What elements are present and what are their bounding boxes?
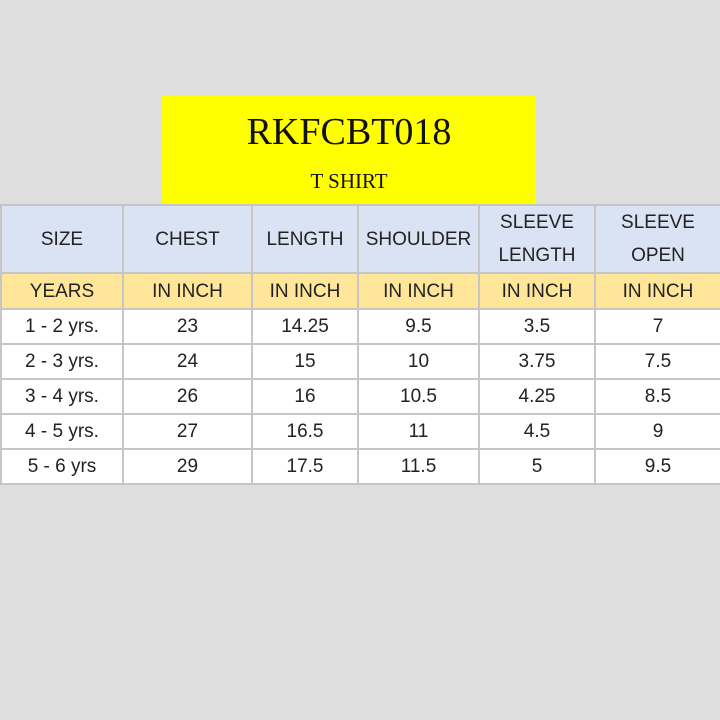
table-cell: 4.25 xyxy=(478,378,596,415)
table-row: 4 - 5 yrs. 27 16.5 11 4.5 9 xyxy=(0,413,720,450)
table-cell: 2 - 3 yrs. xyxy=(0,343,124,380)
product-code: RKFCBT018 xyxy=(246,111,452,153)
unit-cell: IN INCH xyxy=(122,272,253,310)
table-cell: 9 xyxy=(594,413,720,450)
product-type: T SHIRT xyxy=(310,169,388,193)
table-row: 2 - 3 yrs. 24 15 10 3.75 7.5 xyxy=(0,343,720,380)
table-cell: 11 xyxy=(357,413,480,450)
table-cell: 16 xyxy=(251,378,359,415)
header-length: LENGTH xyxy=(251,204,359,274)
header-size: SIZE xyxy=(0,204,124,274)
table-cell: 3.5 xyxy=(478,308,596,345)
table-cell: 8.5 xyxy=(594,378,720,415)
table-cell: 9.5 xyxy=(357,308,480,345)
table-cell: 26 xyxy=(122,378,253,415)
table-row: 3 - 4 yrs. 26 16 10.5 4.25 8.5 xyxy=(0,378,720,415)
table-cell: 5 xyxy=(478,448,596,485)
table-cell: 10 xyxy=(357,343,480,380)
unit-row: YEARS IN INCH IN INCH IN INCH IN INCH IN… xyxy=(0,272,720,310)
header-row: SIZE CHEST LENGTH SHOULDER SLEEVE LENGTH… xyxy=(0,204,720,274)
header-sleeve-length: SLEEVE LENGTH xyxy=(478,204,596,274)
header-chest: CHEST xyxy=(122,204,253,274)
title-banner: RKFCBT018 T SHIRT xyxy=(162,96,536,204)
table-cell: 23 xyxy=(122,308,253,345)
unit-cell: IN INCH xyxy=(357,272,480,310)
unit-cell: YEARS xyxy=(0,272,124,310)
header-sleeve-open: SLEEVE OPEN xyxy=(594,204,720,274)
table-row: 1 - 2 yrs. 23 14.25 9.5 3.5 7 xyxy=(0,308,720,345)
table-cell: 3.75 xyxy=(478,343,596,380)
table-cell: 24 xyxy=(122,343,253,380)
table-cell: 16.5 xyxy=(251,413,359,450)
table-cell: 11.5 xyxy=(357,448,480,485)
table-cell: 29 xyxy=(122,448,253,485)
table-cell: 4 - 5 yrs. xyxy=(0,413,124,450)
table-cell: 5 - 6 yrs xyxy=(0,448,124,485)
table-cell: 27 xyxy=(122,413,253,450)
table-cell: 17.5 xyxy=(251,448,359,485)
table-cell: 4.5 xyxy=(478,413,596,450)
table-cell: 9.5 xyxy=(594,448,720,485)
unit-cell: IN INCH xyxy=(251,272,359,310)
table-cell: 3 - 4 yrs. xyxy=(0,378,124,415)
unit-cell: IN INCH xyxy=(478,272,596,310)
table-cell: 15 xyxy=(251,343,359,380)
unit-cell: IN INCH xyxy=(594,272,720,310)
table-row: 5 - 6 yrs 29 17.5 11.5 5 9.5 xyxy=(0,448,720,485)
table-cell: 7.5 xyxy=(594,343,720,380)
table-cell: 10.5 xyxy=(357,378,480,415)
size-chart-table: SIZE CHEST LENGTH SHOULDER SLEEVE LENGTH… xyxy=(0,204,720,485)
table-cell: 1 - 2 yrs. xyxy=(0,308,124,345)
table-cell: 7 xyxy=(594,308,720,345)
header-shoulder: SHOULDER xyxy=(357,204,480,274)
table-cell: 14.25 xyxy=(251,308,359,345)
